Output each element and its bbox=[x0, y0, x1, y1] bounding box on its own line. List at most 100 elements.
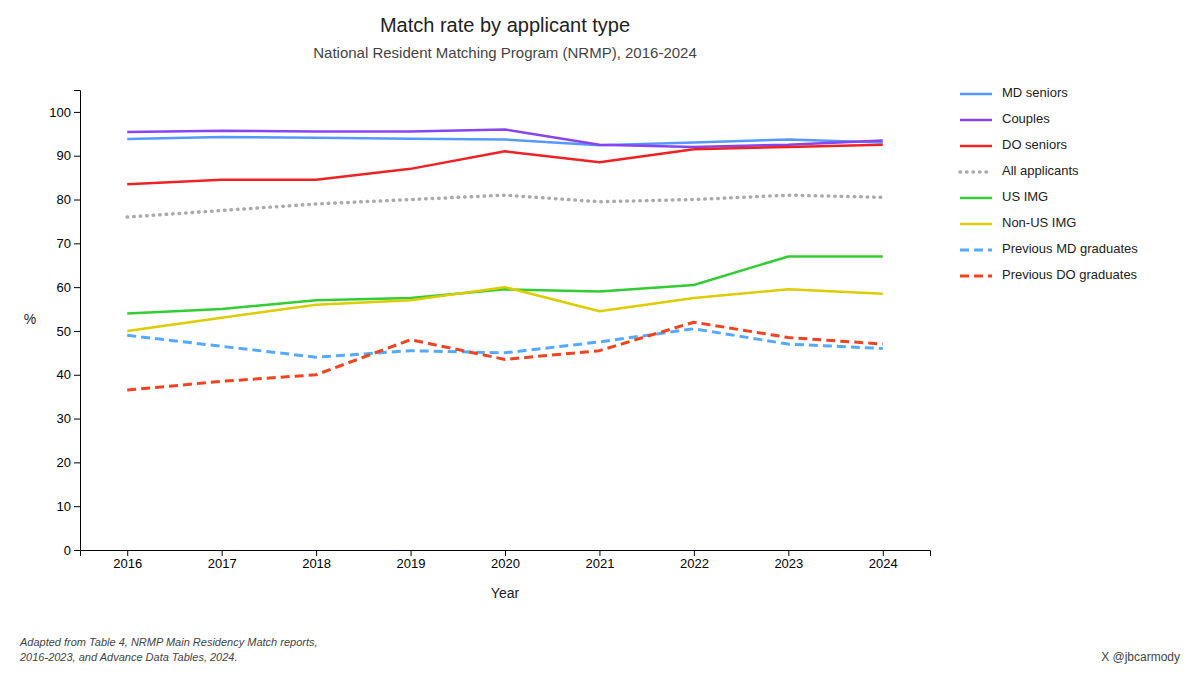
series-line bbox=[127, 322, 883, 390]
tick-label: 2016 bbox=[113, 556, 142, 571]
legend-item: Previous MD graduates bbox=[960, 241, 1138, 256]
legend-swatch bbox=[960, 275, 992, 278]
legend: MD seniors Couples DO seniors All applicant… bbox=[960, 85, 1138, 282]
tick-label: 90 bbox=[57, 148, 71, 163]
tick: 20 bbox=[57, 455, 80, 470]
legend-swatch bbox=[960, 249, 992, 252]
tick: 40 bbox=[57, 367, 80, 382]
tick: 50 bbox=[57, 324, 80, 339]
legend-label: MD seniors bbox=[1002, 85, 1068, 100]
tick-label: 50 bbox=[57, 324, 71, 339]
tick-label: 10 bbox=[57, 499, 71, 514]
tick-mark bbox=[74, 331, 80, 332]
tick-mark bbox=[74, 200, 80, 201]
tick: 2021 bbox=[585, 550, 614, 571]
subtitle: National Resident Matching Program (NRMP… bbox=[313, 44, 697, 61]
tick-mark bbox=[599, 550, 600, 556]
tick-label: 70 bbox=[57, 236, 71, 251]
tick-label: 2021 bbox=[585, 556, 614, 571]
tick-mark bbox=[316, 550, 317, 556]
series-line bbox=[127, 329, 883, 357]
series-line bbox=[127, 256, 883, 313]
legend-label: DO seniors bbox=[1002, 137, 1068, 152]
legend-swatch bbox=[960, 93, 992, 96]
legend-item: MD seniors bbox=[960, 85, 1068, 100]
tick-label: 30 bbox=[57, 411, 71, 426]
y-axis: 0 10 20 30 40 50 60 70 80 90 100 bbox=[49, 91, 80, 558]
series-line bbox=[127, 195, 883, 217]
tick: 2020 bbox=[491, 550, 520, 571]
legend-swatch bbox=[960, 119, 992, 122]
legend-item: All applicants bbox=[960, 163, 1079, 178]
tick-mark bbox=[505, 550, 506, 556]
tick: 2016 bbox=[113, 550, 142, 571]
legend-label: Previous DO graduates bbox=[1002, 267, 1138, 282]
tick-label: 100 bbox=[49, 105, 71, 120]
tick: 2018 bbox=[302, 550, 331, 571]
tick: 10 bbox=[57, 499, 80, 514]
tick-mark bbox=[74, 550, 80, 551]
legend-swatch bbox=[960, 170, 992, 174]
tick: 2023 bbox=[774, 550, 803, 571]
tick: 2017 bbox=[208, 550, 237, 571]
x-axis: 2016 2017 2018 2019 2020 2021 2022 2023 2024 bbox=[81, 550, 931, 571]
legend-item: Non-US IMG bbox=[960, 215, 1076, 230]
tick-mark bbox=[74, 243, 80, 244]
tick: 30 bbox=[57, 411, 80, 426]
title: Match rate by applicant type bbox=[380, 14, 630, 36]
tick-label: 40 bbox=[57, 367, 71, 382]
tick: 2022 bbox=[680, 550, 709, 571]
tick-mark bbox=[694, 550, 695, 556]
y-axis-title: % bbox=[24, 311, 36, 327]
legend-label: Couples bbox=[1002, 111, 1050, 126]
tick: 0 bbox=[64, 543, 80, 558]
footnote: Adapted from Table 4, NRMP Main Residenc… bbox=[19, 636, 318, 663]
legend-label: Non-US IMG bbox=[1002, 215, 1076, 230]
legend-swatch bbox=[960, 223, 992, 226]
tick: 60 bbox=[57, 280, 80, 295]
tick-mark bbox=[74, 462, 80, 463]
axis-line bbox=[81, 551, 931, 557]
tick-label: 2022 bbox=[680, 556, 709, 571]
tick-label: 0 bbox=[64, 543, 71, 558]
tick-label: 2017 bbox=[208, 556, 237, 571]
axis-line bbox=[74, 91, 81, 551]
tick-mark bbox=[74, 112, 80, 113]
tick-mark bbox=[127, 550, 128, 556]
series-line bbox=[127, 287, 883, 331]
lines bbox=[127, 129, 883, 390]
tick: 90 bbox=[57, 148, 80, 163]
tick-label: 2018 bbox=[302, 556, 331, 571]
legend-item: Couples bbox=[960, 111, 1050, 126]
tick-mark bbox=[411, 550, 412, 556]
tick: 2019 bbox=[397, 550, 426, 571]
tick-mark bbox=[74, 506, 80, 507]
tick-mark bbox=[222, 550, 223, 556]
tick-label: 20 bbox=[57, 455, 71, 470]
plot-area: 2016 2017 2018 2019 2020 2021 2022 2023 2024 0 10 2… bbox=[49, 91, 930, 572]
legend-item: Previous DO graduates bbox=[960, 267, 1138, 282]
attribution: X @jbcarmody bbox=[1101, 650, 1180, 664]
legend-item: US IMG bbox=[960, 189, 1048, 204]
series-line bbox=[127, 129, 883, 147]
legend-swatch bbox=[960, 145, 992, 148]
legend-label: All applicants bbox=[1002, 163, 1079, 178]
tick-label: 2020 bbox=[491, 556, 520, 571]
x-axis-title: Year bbox=[491, 585, 520, 601]
series-line bbox=[127, 145, 883, 184]
tick: 70 bbox=[57, 236, 80, 251]
chart: 2016 2017 2018 2019 2020 2021 2022 2023 2024 0 10 2… bbox=[0, 0, 1200, 675]
tick: 2024 bbox=[869, 550, 898, 571]
tick-mark bbox=[883, 550, 884, 556]
legend-item: DO seniors bbox=[960, 137, 1068, 152]
tick-mark bbox=[74, 156, 80, 157]
tick: 80 bbox=[57, 192, 80, 207]
tick-mark bbox=[788, 550, 789, 556]
tick-label: 2024 bbox=[869, 556, 898, 571]
tick-label: 2023 bbox=[774, 556, 803, 571]
legend-label: Previous MD graduates bbox=[1002, 241, 1138, 256]
tick-label: 2019 bbox=[397, 556, 426, 571]
legend-label: US IMG bbox=[1002, 189, 1048, 204]
tick-label: 60 bbox=[57, 280, 71, 295]
tick: 100 bbox=[49, 105, 80, 120]
